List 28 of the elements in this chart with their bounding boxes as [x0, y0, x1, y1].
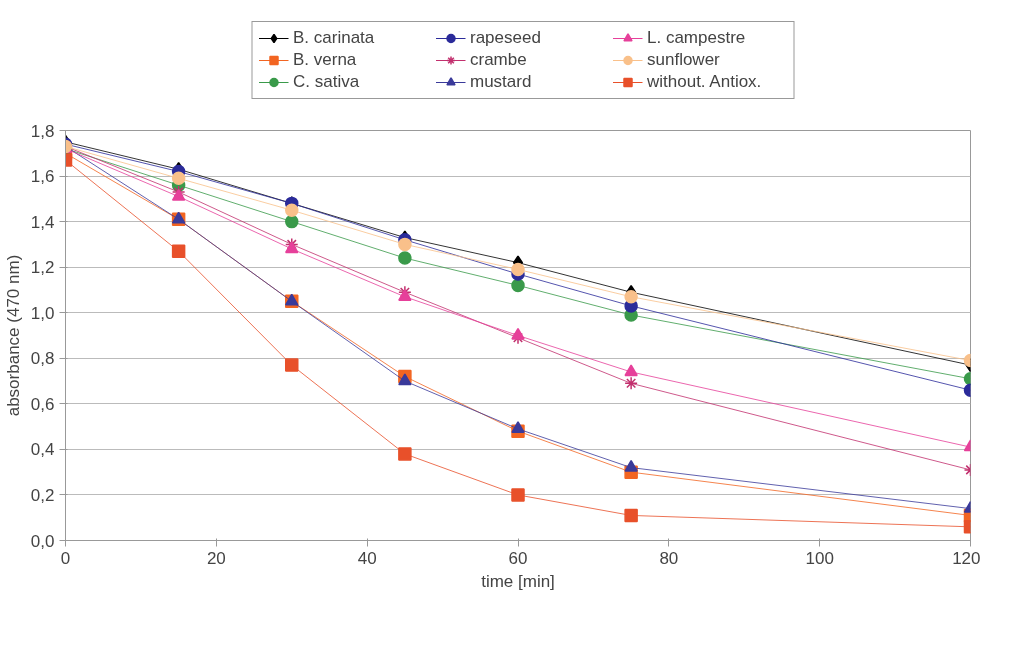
y-tick-label: 0,2: [30, 485, 55, 505]
y-axis-title: absorbance (470 nm): [3, 254, 23, 417]
legend-label: without. Antiox.: [647, 72, 763, 92]
legend-label: crambe: [470, 50, 528, 70]
y-tick-label: 1,6: [30, 167, 55, 187]
x-tick-label: 100: [805, 548, 834, 568]
legend-label: mustard: [470, 72, 533, 92]
y-tick-label: 0,0: [30, 531, 55, 551]
legend-label: B. verna: [293, 50, 358, 70]
y-tick-label: 0,8: [30, 349, 55, 369]
legend-label: sunflower: [647, 50, 721, 70]
x-tick-label: 20: [206, 548, 226, 568]
legend-label: B. carinata: [293, 28, 376, 48]
x-axis-title: time [min]: [481, 571, 555, 591]
x-tick-label: 120: [952, 548, 981, 568]
y-tick-label: 1,4: [30, 212, 55, 232]
x-tick-label: 60: [508, 548, 528, 568]
y-tick-label: 0,6: [30, 394, 55, 414]
legend-label: rapeseed: [470, 28, 542, 48]
y-tick-label: 1,0: [30, 303, 55, 323]
legend-label: C. sativa: [293, 72, 361, 92]
y-tick-label: 1,8: [30, 121, 55, 141]
x-tick-label: 40: [357, 548, 377, 568]
x-tick-label: 80: [659, 548, 679, 568]
y-tick-label: 1,2: [30, 258, 55, 278]
legend-label: L. campestre: [647, 28, 747, 48]
x-tick-label: 0: [60, 548, 71, 568]
y-tick-label: 0,4: [30, 440, 55, 460]
